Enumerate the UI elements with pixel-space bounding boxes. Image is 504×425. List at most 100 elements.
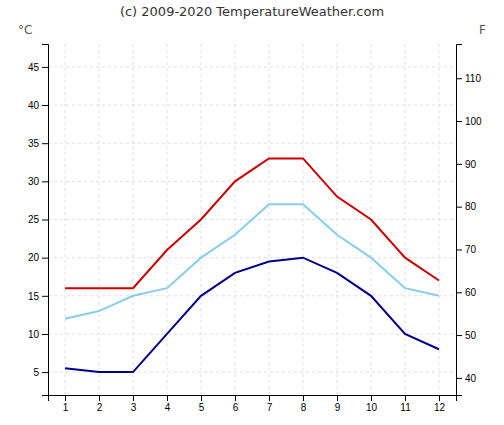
- chart-container: 1234567891011125101520253035404540506070…: [0, 0, 504, 425]
- tick-label: 40: [465, 373, 477, 384]
- y2-axis-label: F: [479, 23, 486, 37]
- tick-label: 5: [33, 367, 39, 378]
- tick-label: 15: [28, 291, 40, 302]
- tick-mark: [456, 164, 462, 165]
- tick: 9: [335, 395, 341, 413]
- tick: 3: [131, 395, 137, 413]
- tick-mark: [456, 292, 462, 293]
- grid-line: [167, 44, 168, 395]
- tick-mark: [269, 395, 270, 401]
- tick: 70: [456, 244, 477, 255]
- tick-label: 40: [28, 100, 40, 111]
- grid-line: [439, 44, 440, 395]
- chart-svg: 1234567891011125101520253035404540506070…: [0, 0, 504, 425]
- tick-label: 35: [28, 138, 40, 149]
- grid-line: [405, 44, 406, 395]
- tick-label: 90: [465, 159, 477, 170]
- plot-area: 1234567891011125101520253035404540506070…: [28, 44, 482, 413]
- tick-mark: [42, 296, 48, 297]
- grid-line: [48, 181, 456, 182]
- tick-label: 2: [97, 402, 103, 413]
- tick-label: 1: [63, 402, 69, 413]
- tick: 5: [199, 395, 205, 413]
- lines: [65, 158, 439, 372]
- tick-mark: [99, 395, 100, 401]
- tick: 35: [28, 138, 48, 149]
- tick: 10: [366, 395, 378, 413]
- y-axis: 51015202530354045: [28, 45, 49, 396]
- tick-label: 20: [28, 252, 40, 263]
- grid-line: [48, 143, 456, 144]
- tick-label: 60: [465, 287, 477, 298]
- tick: 40: [456, 373, 477, 384]
- tick-label: 11: [400, 402, 411, 413]
- tick: 1: [63, 395, 69, 413]
- tick-mark: [371, 395, 372, 401]
- axis-line: [457, 45, 463, 396]
- tick-label: 45: [28, 62, 40, 73]
- tick-label: 7: [267, 402, 273, 413]
- tick: 8: [301, 395, 307, 413]
- tick: 80: [456, 201, 477, 212]
- tick-mark: [42, 258, 48, 259]
- tick: 2: [97, 395, 103, 413]
- tick-mark: [42, 181, 48, 182]
- tick-mark: [303, 395, 304, 401]
- grid-line: [235, 44, 236, 395]
- tick-mark: [42, 67, 48, 68]
- tick-mark: [337, 395, 338, 401]
- tick: 110: [456, 73, 481, 84]
- title: (c) 2009-2020 TemperatureWeather.com: [120, 4, 384, 19]
- tick-label: 30: [28, 176, 40, 187]
- tick-mark: [456, 121, 462, 122]
- tick: 90: [456, 159, 477, 170]
- grid-line: [269, 44, 270, 395]
- tick-label: 3: [131, 402, 137, 413]
- tick-mark: [235, 395, 236, 401]
- y-axis-label: °C: [18, 23, 32, 37]
- tick-label: 6: [233, 402, 239, 413]
- tick-label: 8: [301, 402, 307, 413]
- grid-line: [48, 66, 456, 67]
- x-axis: 123456789101112: [49, 395, 457, 413]
- tick-label: 12: [434, 402, 446, 413]
- tick: 20: [28, 252, 48, 263]
- tick-label: 10: [366, 402, 378, 413]
- grid-line: [99, 44, 100, 395]
- grid-line: [65, 44, 66, 395]
- tick: 45: [28, 62, 48, 73]
- tick-label: 70: [465, 244, 477, 255]
- tick-mark: [439, 395, 440, 401]
- tick: 60: [456, 287, 477, 298]
- tick: 15: [28, 291, 48, 302]
- tick: 100: [456, 116, 482, 127]
- tick-label: 100: [465, 116, 482, 127]
- tick: 11: [400, 395, 411, 413]
- tick: 12: [434, 395, 446, 413]
- tick-label: 110: [465, 73, 481, 84]
- grid-line: [337, 44, 338, 395]
- tick: 25: [28, 214, 48, 225]
- tick-mark: [167, 395, 168, 401]
- grid-line: [48, 105, 456, 106]
- tick-label: 50: [465, 330, 477, 341]
- tick-mark: [405, 395, 406, 401]
- grid-line: [48, 333, 456, 334]
- tick: 5: [33, 367, 48, 378]
- series-line: [65, 258, 439, 372]
- axis-line: [42, 45, 49, 396]
- tick-mark: [42, 105, 48, 106]
- tick-label: 80: [465, 201, 477, 212]
- tick-mark: [456, 78, 462, 79]
- tick: 30: [28, 176, 48, 187]
- grid-line: [48, 257, 456, 258]
- tick: 7: [267, 395, 273, 413]
- tick-label: 4: [165, 402, 171, 413]
- tick-mark: [133, 395, 134, 401]
- tick-mark: [456, 249, 462, 250]
- tick-mark: [456, 378, 462, 379]
- grid-line: [48, 295, 456, 296]
- tick: 6: [233, 395, 239, 413]
- tick-mark: [42, 143, 48, 144]
- y2-axis: 40 50 60 70 80 90 100 110: [456, 45, 482, 396]
